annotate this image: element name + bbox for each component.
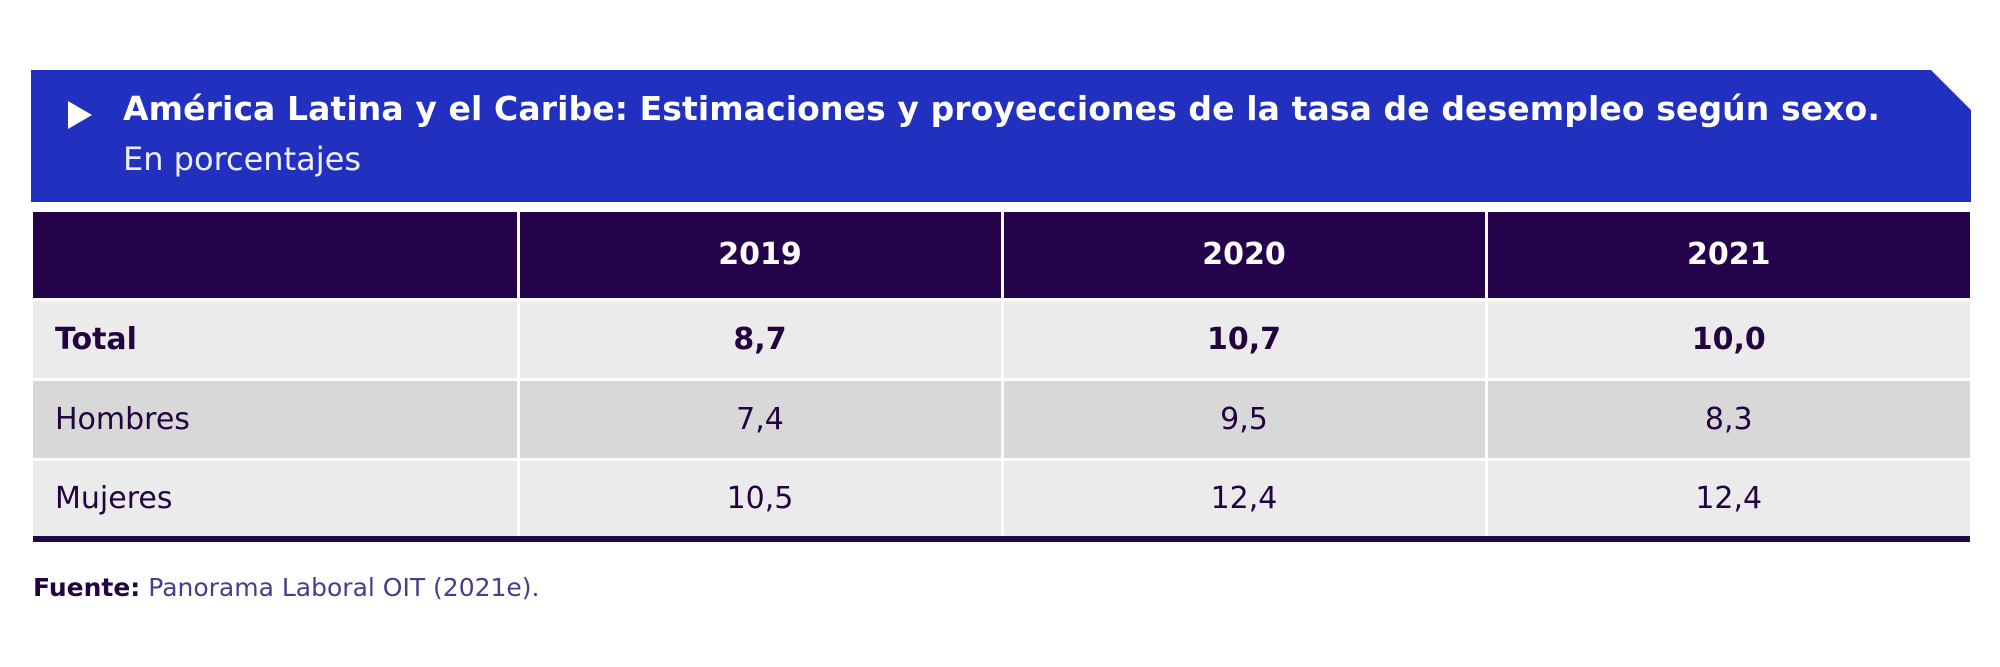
table-header-row: 2019 2020 2021 bbox=[33, 212, 1970, 299]
table-cell: 10,5 bbox=[516, 459, 1002, 539]
table-cell: 7,4 bbox=[516, 379, 1002, 459]
play-arrow-icon bbox=[68, 101, 92, 129]
chart-subtitle: En porcentajes bbox=[123, 140, 361, 178]
header-cell-year: 2019 bbox=[516, 212, 1002, 299]
unemployment-table: 2019 2020 2021 Total 8,7 10,7 10,0 Hombr… bbox=[33, 212, 1970, 542]
table-row-mujeres: Mujeres 10,5 12,4 12,4 bbox=[33, 459, 1970, 539]
header-cell-empty bbox=[33, 212, 518, 299]
table-cell: 12,4 bbox=[1484, 459, 1970, 539]
table-cell: 10,7 bbox=[1000, 299, 1486, 379]
table-cell: 8,3 bbox=[1484, 379, 1970, 459]
row-label: Hombres bbox=[33, 379, 518, 459]
table-cell: 10,0 bbox=[1484, 299, 1970, 379]
row-label: Total bbox=[33, 299, 518, 379]
header-cell-year: 2020 bbox=[1000, 212, 1486, 299]
source-label: Fuente: bbox=[33, 573, 141, 602]
row-label: Mujeres bbox=[33, 459, 518, 539]
source-note: Fuente: Panorama Laboral OIT (2021e). bbox=[33, 573, 540, 602]
table-cell: 8,7 bbox=[516, 299, 1002, 379]
chart-banner: América Latina y el Caribe: Estimaciones… bbox=[31, 70, 1971, 202]
source-text: Panorama Laboral OIT (2021e). bbox=[140, 573, 540, 602]
table-cell: 12,4 bbox=[1000, 459, 1486, 539]
table-row-hombres: Hombres 7,4 9,5 8,3 bbox=[33, 379, 1970, 459]
chart-title: América Latina y el Caribe: Estimaciones… bbox=[123, 89, 1880, 128]
table-row-total: Total 8,7 10,7 10,0 bbox=[33, 299, 1970, 379]
header-cell-year: 2021 bbox=[1484, 212, 1970, 299]
table-cell: 9,5 bbox=[1000, 379, 1486, 459]
